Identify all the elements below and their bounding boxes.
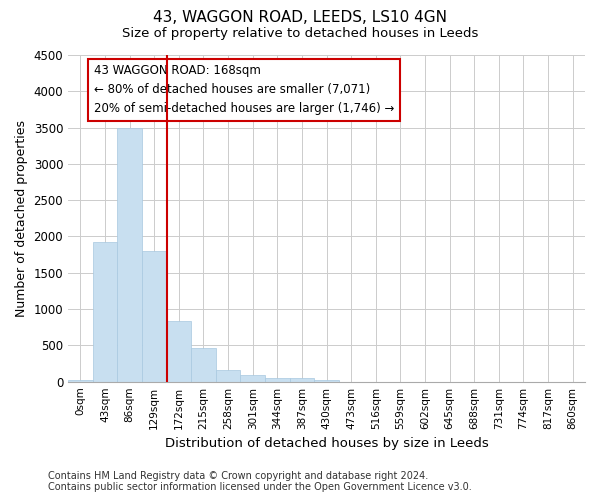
Bar [191,348,216,382]
Text: 43, WAGGON ROAD, LEEDS, LS10 4GN: 43, WAGGON ROAD, LEEDS, LS10 4GN [153,10,447,25]
Bar [117,128,142,382]
Bar [92,242,117,382]
Bar [314,380,339,382]
Text: Contains HM Land Registry data © Crown copyright and database right 2024.
Contai: Contains HM Land Registry data © Crown c… [48,471,472,492]
Bar [167,320,191,382]
Bar [142,251,167,382]
X-axis label: Distribution of detached houses by size in Leeds: Distribution of detached houses by size … [164,437,488,450]
Y-axis label: Number of detached properties: Number of detached properties [15,120,28,317]
Bar [265,378,290,382]
Text: Size of property relative to detached houses in Leeds: Size of property relative to detached ho… [122,28,478,40]
Bar [68,380,92,382]
Bar [290,378,314,382]
Text: 43 WAGGON ROAD: 168sqm
← 80% of detached houses are smaller (7,071)
20% of semi-: 43 WAGGON ROAD: 168sqm ← 80% of detached… [94,64,394,116]
Bar [216,370,241,382]
Bar [241,375,265,382]
